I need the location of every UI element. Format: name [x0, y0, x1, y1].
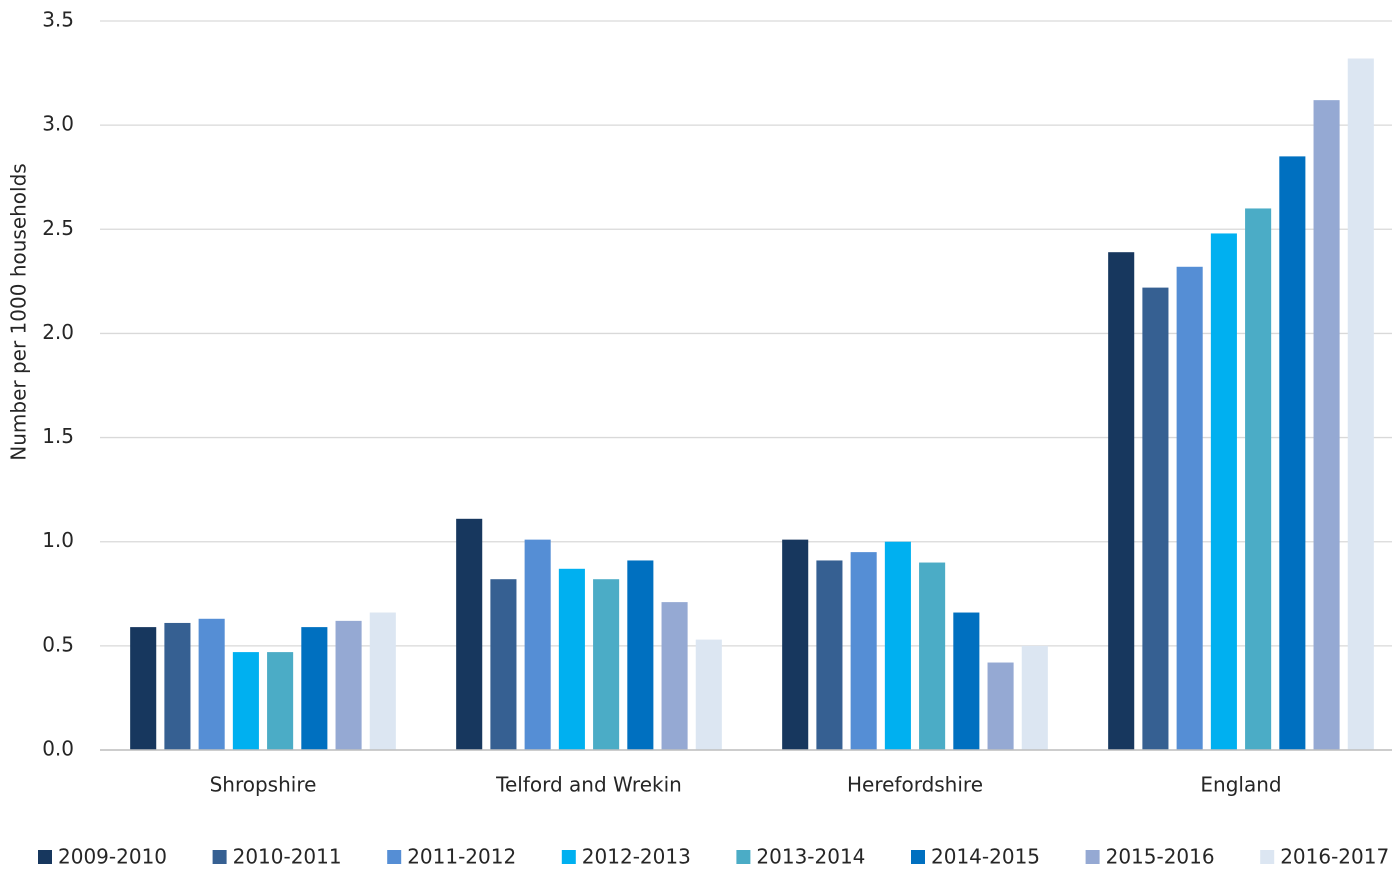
legend-swatch	[561, 850, 576, 864]
bar	[661, 602, 688, 750]
y-tick-label: 1.5	[42, 424, 74, 448]
bar	[1279, 156, 1306, 750]
legend-swatch	[1085, 850, 1100, 864]
x-tick-label: Telford and Wrekin	[495, 773, 682, 797]
bar	[301, 627, 328, 750]
legend-label: 2014-2015	[931, 845, 1040, 869]
bar	[593, 579, 620, 750]
bar	[232, 652, 259, 750]
bar	[850, 552, 877, 750]
bar	[267, 652, 294, 750]
bar	[198, 618, 225, 750]
legend-swatch	[911, 850, 925, 864]
bar	[1142, 287, 1169, 750]
legend-label: 2012-2013	[582, 845, 691, 869]
bar	[1108, 252, 1135, 750]
legend-swatch	[212, 850, 227, 864]
bar	[1245, 208, 1272, 750]
bar	[816, 560, 843, 750]
bar	[1210, 233, 1237, 751]
bar	[369, 612, 396, 750]
bar	[987, 662, 1014, 750]
y-axis-label: Number per 1000 households	[7, 163, 31, 460]
legend-label: 2013-2014	[756, 845, 865, 869]
bar	[627, 560, 654, 750]
y-tick-label: 0.5	[42, 632, 74, 656]
legend-label: 2016-2017	[1280, 845, 1389, 869]
y-tick-label: 2.0	[42, 320, 74, 344]
bar	[1021, 645, 1048, 750]
legend-label: 2010-2011	[233, 845, 342, 869]
bar	[524, 539, 551, 750]
legend-swatch	[736, 850, 751, 864]
bar	[782, 539, 809, 750]
y-tick-label: 3.5	[42, 8, 74, 32]
bar	[456, 518, 483, 750]
bar	[919, 562, 946, 750]
y-tick-label: 0.0	[42, 737, 74, 761]
legend-swatch	[1260, 850, 1275, 864]
y-tick-label: 1.0	[42, 528, 74, 552]
bar	[130, 627, 157, 750]
bar	[695, 639, 722, 750]
bar	[558, 568, 585, 750]
x-tick-label: Herefordshire	[847, 773, 983, 797]
bar	[1176, 266, 1203, 750]
bar	[1313, 100, 1340, 751]
legend-label: 2009-2010	[58, 845, 167, 869]
bar	[490, 579, 517, 750]
legend-swatch	[387, 850, 402, 864]
bar	[884, 541, 911, 750]
legend-label: 2011-2012	[407, 845, 516, 869]
y-tick-label: 3.0	[42, 112, 74, 136]
legend-swatch	[38, 850, 52, 864]
x-tick-label: Shropshire	[210, 773, 317, 797]
y-tick-label: 2.5	[42, 216, 74, 240]
bar	[164, 622, 191, 750]
bar	[1347, 58, 1374, 750]
bar	[953, 612, 980, 750]
bar	[335, 620, 362, 750]
x-tick-label: England	[1200, 773, 1281, 797]
legend-label: 2015-2016	[1106, 845, 1215, 869]
